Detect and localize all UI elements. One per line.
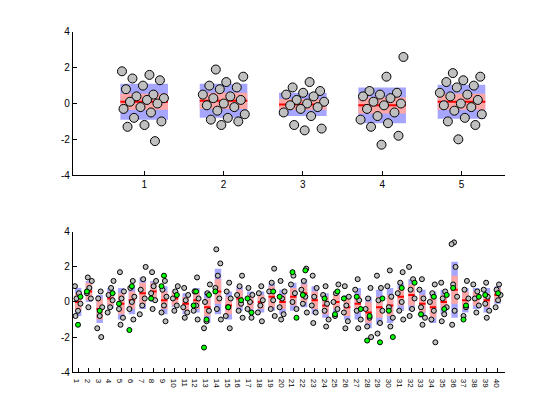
svg-text:0: 0 xyxy=(64,296,70,307)
svg-text:18: 18 xyxy=(255,379,264,388)
svg-text:40: 40 xyxy=(492,379,501,388)
svg-text:4: 4 xyxy=(379,179,385,190)
svg-text:4: 4 xyxy=(64,26,70,37)
svg-text:17: 17 xyxy=(244,379,253,388)
svg-text:24: 24 xyxy=(320,379,329,388)
svg-text:31: 31 xyxy=(395,379,404,388)
svg-text:8: 8 xyxy=(147,379,156,384)
svg-text:7: 7 xyxy=(137,379,146,384)
svg-text:23: 23 xyxy=(309,379,318,388)
svg-text:32: 32 xyxy=(406,379,415,388)
svg-text:1: 1 xyxy=(141,179,147,190)
svg-text:-4: -4 xyxy=(61,367,70,378)
svg-text:37: 37 xyxy=(459,379,468,388)
svg-text:20: 20 xyxy=(277,379,286,388)
svg-text:13: 13 xyxy=(201,379,210,388)
svg-text:35: 35 xyxy=(438,379,447,388)
svg-text:34: 34 xyxy=(427,379,436,388)
svg-text:26: 26 xyxy=(341,379,350,388)
svg-text:3: 3 xyxy=(94,379,103,384)
svg-text:15: 15 xyxy=(223,379,232,388)
svg-text:33: 33 xyxy=(416,379,425,388)
svg-text:19: 19 xyxy=(266,379,275,388)
svg-text:0: 0 xyxy=(64,98,70,109)
svg-text:9: 9 xyxy=(158,379,167,384)
svg-text:3: 3 xyxy=(300,179,306,190)
svg-text:2: 2 xyxy=(64,261,70,272)
svg-text:2: 2 xyxy=(83,379,92,384)
svg-text:1: 1 xyxy=(72,379,81,384)
svg-text:22: 22 xyxy=(298,379,307,388)
svg-text:10: 10 xyxy=(169,379,178,388)
svg-text:12: 12 xyxy=(190,379,199,388)
svg-text:14: 14 xyxy=(212,379,221,388)
svg-text:4: 4 xyxy=(64,226,70,237)
svg-text:2: 2 xyxy=(221,179,227,190)
svg-text:6: 6 xyxy=(126,379,135,384)
svg-text:2: 2 xyxy=(64,62,70,73)
svg-text:16: 16 xyxy=(233,379,242,388)
svg-text:38: 38 xyxy=(470,379,479,388)
svg-text:39: 39 xyxy=(481,379,490,388)
svg-text:21: 21 xyxy=(287,379,296,388)
svg-text:11: 11 xyxy=(180,379,189,388)
svg-text:5: 5 xyxy=(459,179,465,190)
svg-text:-2: -2 xyxy=(61,332,70,343)
svg-text:29: 29 xyxy=(373,379,382,388)
svg-text:-2: -2 xyxy=(61,134,70,145)
svg-text:4: 4 xyxy=(104,379,113,384)
svg-text:-4: -4 xyxy=(61,170,70,181)
svg-text:30: 30 xyxy=(384,379,393,388)
svg-text:28: 28 xyxy=(363,379,372,388)
svg-text:27: 27 xyxy=(352,379,361,388)
svg-text:25: 25 xyxy=(330,379,339,388)
svg-text:5: 5 xyxy=(115,379,124,384)
svg-text:36: 36 xyxy=(449,379,458,388)
